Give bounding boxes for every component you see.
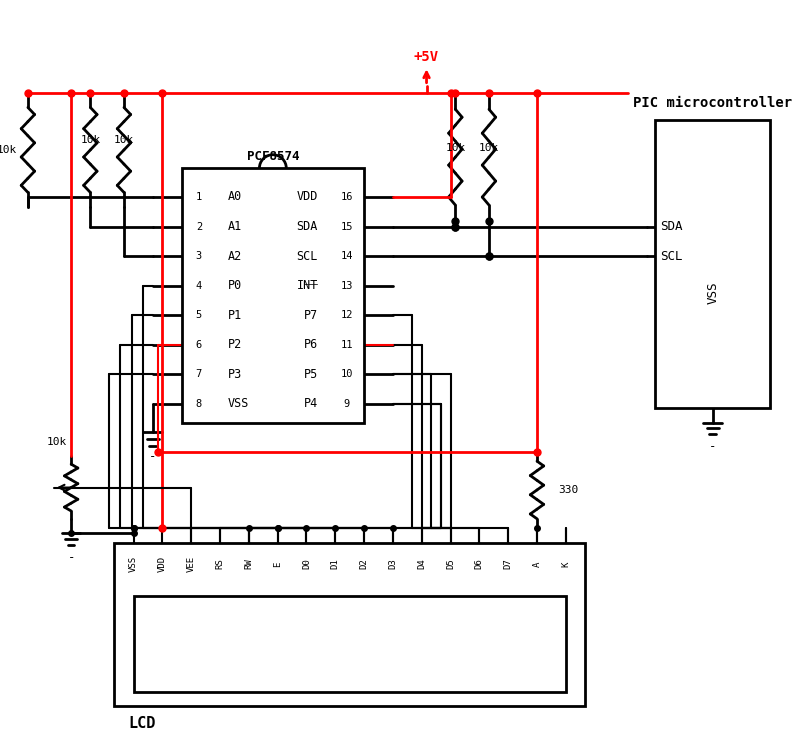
Text: RW: RW xyxy=(245,559,254,569)
Text: 10k: 10k xyxy=(479,143,499,152)
Text: 1: 1 xyxy=(196,192,202,202)
Text: VSS: VSS xyxy=(129,556,138,572)
Text: D5: D5 xyxy=(446,559,455,569)
Text: SDA: SDA xyxy=(660,220,683,233)
Text: 10k: 10k xyxy=(114,135,134,145)
Text: 7: 7 xyxy=(196,369,202,379)
Text: 5: 5 xyxy=(196,310,202,320)
Text: VSS: VSS xyxy=(228,397,249,410)
Text: 10k: 10k xyxy=(445,143,465,152)
Text: 15: 15 xyxy=(341,221,353,232)
Text: 4: 4 xyxy=(196,280,202,291)
FancyBboxPatch shape xyxy=(114,543,585,706)
Text: 2: 2 xyxy=(196,221,202,232)
Text: -: - xyxy=(68,551,75,564)
Text: SCL: SCL xyxy=(296,249,318,263)
Text: VDD: VDD xyxy=(296,190,318,204)
Text: PCF8574: PCF8574 xyxy=(246,150,299,163)
Text: -: - xyxy=(709,440,716,453)
Text: 13: 13 xyxy=(341,280,353,291)
Text: 6: 6 xyxy=(196,340,202,349)
Text: INT: INT xyxy=(296,279,318,292)
Text: P0: P0 xyxy=(228,279,242,292)
Text: 10k: 10k xyxy=(47,437,67,447)
Text: 16: 16 xyxy=(341,192,353,202)
Text: D7: D7 xyxy=(504,559,513,569)
Text: 12: 12 xyxy=(341,310,353,320)
Text: VDD: VDD xyxy=(158,556,167,572)
Text: 10: 10 xyxy=(341,369,353,379)
Text: D0: D0 xyxy=(302,559,311,569)
Text: K: K xyxy=(561,561,570,567)
Text: D2: D2 xyxy=(360,559,369,569)
Text: D1: D1 xyxy=(331,559,340,569)
Text: LCD: LCD xyxy=(129,716,156,731)
Text: P2: P2 xyxy=(228,338,242,351)
Text: A: A xyxy=(532,561,542,567)
Text: VSS: VSS xyxy=(706,282,720,304)
Text: D3: D3 xyxy=(389,559,398,569)
Text: P7: P7 xyxy=(303,309,318,321)
Text: 9: 9 xyxy=(344,399,350,408)
Text: P1: P1 xyxy=(228,309,242,321)
Text: +5V: +5V xyxy=(414,50,439,64)
Text: ___: ___ xyxy=(304,277,318,286)
Text: 11: 11 xyxy=(341,340,353,349)
Text: 14: 14 xyxy=(341,251,353,261)
Text: SDA: SDA xyxy=(296,220,318,233)
FancyBboxPatch shape xyxy=(182,168,364,423)
FancyBboxPatch shape xyxy=(655,120,770,408)
Text: D6: D6 xyxy=(475,559,484,569)
Text: PIC microcontroller: PIC microcontroller xyxy=(634,96,792,110)
Text: P6: P6 xyxy=(303,338,318,351)
Text: A0: A0 xyxy=(228,190,242,204)
Text: 10k: 10k xyxy=(80,135,101,145)
Text: P3: P3 xyxy=(228,368,242,380)
Text: 10k: 10k xyxy=(0,145,17,155)
Text: P5: P5 xyxy=(303,368,318,380)
Text: -: - xyxy=(149,450,156,462)
Text: D4: D4 xyxy=(417,559,426,569)
Text: VEE: VEE xyxy=(187,556,196,572)
Text: 330: 330 xyxy=(558,485,578,495)
FancyBboxPatch shape xyxy=(134,596,566,692)
Text: P4: P4 xyxy=(303,397,318,410)
Text: 8: 8 xyxy=(196,399,202,408)
Text: A2: A2 xyxy=(228,249,242,263)
Text: 3: 3 xyxy=(196,251,202,261)
Text: SCL: SCL xyxy=(660,249,683,263)
Text: E: E xyxy=(273,561,282,567)
Text: RS: RS xyxy=(216,559,225,569)
Text: A1: A1 xyxy=(228,220,242,233)
